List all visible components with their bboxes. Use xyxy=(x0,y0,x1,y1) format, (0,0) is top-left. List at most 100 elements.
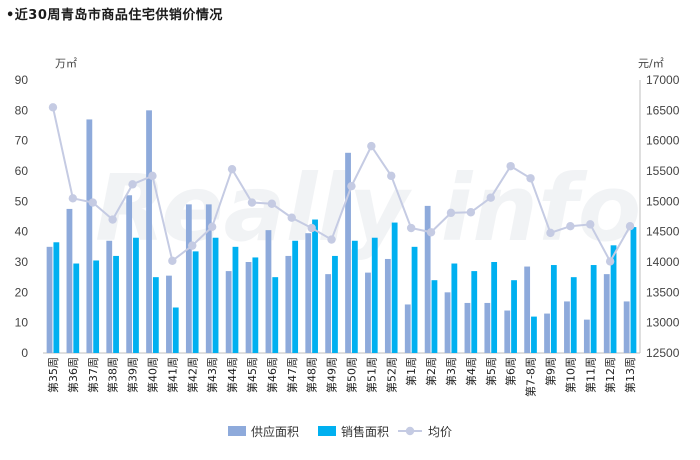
x-tick-label: 第5周 xyxy=(484,357,498,386)
price-point xyxy=(188,241,197,250)
y-right-tick: 12500 xyxy=(646,346,680,360)
y-left-tick: 80 xyxy=(15,103,29,117)
price-point xyxy=(546,228,555,238)
chart-title: •近30周青岛市商品住宅供销价情况 xyxy=(6,8,223,23)
bar-sales xyxy=(113,255,119,353)
price-point xyxy=(48,103,58,112)
price-point xyxy=(207,222,217,232)
bar-supply xyxy=(245,262,252,353)
bar-supply xyxy=(623,301,630,353)
x-tick-label: 第39周 xyxy=(126,357,140,393)
legend-marker-price xyxy=(405,426,415,436)
legend-label-supply: 供应面积 xyxy=(251,424,299,439)
x-tick-label: 第10周 xyxy=(563,357,577,393)
bar-sales xyxy=(610,245,617,353)
bar-supply xyxy=(265,230,272,353)
y-right-tick: 15000 xyxy=(646,194,680,208)
bar-sales xyxy=(630,227,637,353)
bar-sales xyxy=(232,246,239,353)
bar-supply xyxy=(564,301,570,353)
x-tick-label: 第44周 xyxy=(225,357,239,393)
price-point xyxy=(108,215,117,224)
y-left-unit: 万㎡ xyxy=(55,57,77,70)
x-tick-label: 第2周 xyxy=(424,357,438,386)
bar-sales xyxy=(212,237,219,353)
bar-sales xyxy=(73,263,80,353)
bar-supply xyxy=(345,152,351,353)
bar-supply xyxy=(583,319,590,353)
price-point xyxy=(625,222,635,231)
x-tick-label: 第13周 xyxy=(623,357,637,393)
price-point xyxy=(227,164,237,174)
price-point xyxy=(267,199,277,208)
price-point xyxy=(526,174,535,183)
bar-sales xyxy=(371,237,378,353)
y-right-tick: 16500 xyxy=(646,103,680,117)
y-right-tick: 13000 xyxy=(646,316,680,330)
x-tick-label: 第7-8周 xyxy=(524,357,538,397)
x-tick-label: 第3周 xyxy=(444,357,458,386)
bar-supply xyxy=(484,302,491,353)
price-point xyxy=(168,256,177,265)
bar-supply xyxy=(384,258,391,353)
bar-sales xyxy=(471,271,478,353)
y-left-tick: 30 xyxy=(15,255,29,269)
y-left-tick: 20 xyxy=(15,285,29,299)
x-tick-label: 第35周 xyxy=(46,357,60,393)
bar-supply xyxy=(185,204,192,353)
price-point xyxy=(287,213,296,222)
y-right-tick: 14000 xyxy=(646,255,680,269)
y-left-tick: 0 xyxy=(21,346,28,360)
price-point xyxy=(446,208,456,218)
x-tick-label: 第52周 xyxy=(384,357,398,393)
x-tick-label: 第43周 xyxy=(205,357,219,393)
bar-supply xyxy=(126,195,133,353)
x-tick-label: 第45周 xyxy=(245,357,259,393)
x-tick-label: 第4周 xyxy=(464,357,478,386)
y-left-tick: 50 xyxy=(15,194,29,208)
price-point xyxy=(148,171,157,181)
bar-supply xyxy=(464,302,471,353)
bar-sales xyxy=(252,257,259,353)
bar-sales xyxy=(550,265,557,353)
y-left-tick: 70 xyxy=(15,134,29,148)
legend-swatch-supply xyxy=(228,426,246,436)
price-point xyxy=(586,220,595,229)
bar-supply xyxy=(524,266,531,353)
bar-supply xyxy=(46,246,53,353)
bar-sales xyxy=(531,316,537,353)
legend-label-price: 均价 xyxy=(428,425,452,439)
y-left-tick: 10 xyxy=(15,316,29,330)
bar-supply xyxy=(424,205,431,353)
price-point xyxy=(605,257,615,266)
bar-supply xyxy=(166,275,172,353)
bar-sales xyxy=(53,242,60,353)
bar-sales xyxy=(431,280,438,353)
bar-sales xyxy=(491,262,498,353)
price-point xyxy=(406,223,416,233)
legend-swatch-sales xyxy=(318,426,336,436)
y-right-tick: 13500 xyxy=(646,285,680,299)
bar-supply xyxy=(285,255,292,353)
x-tick-label: 第46周 xyxy=(265,357,279,393)
bar-sales xyxy=(93,260,100,353)
bar-supply xyxy=(106,240,113,353)
x-tick-label: 第51周 xyxy=(364,357,378,393)
legend-label-sales: 销售面积 xyxy=(341,424,389,439)
y-right-tick: 17000 xyxy=(646,73,680,87)
y-left-tick: 90 xyxy=(15,73,29,87)
x-tick-label: 第48周 xyxy=(305,357,319,393)
x-tick-label: 第42周 xyxy=(185,357,199,393)
bar-supply xyxy=(205,204,212,353)
bar-sales xyxy=(451,263,458,353)
bar-supply xyxy=(146,110,152,353)
bar-sales xyxy=(590,265,597,353)
bar-supply xyxy=(504,310,511,353)
y-right-unit: 元/㎡ xyxy=(638,57,664,70)
price-point xyxy=(387,171,396,181)
y-right-tick: 14500 xyxy=(646,225,680,239)
bar-sales xyxy=(511,280,517,353)
bar-supply xyxy=(404,304,411,353)
